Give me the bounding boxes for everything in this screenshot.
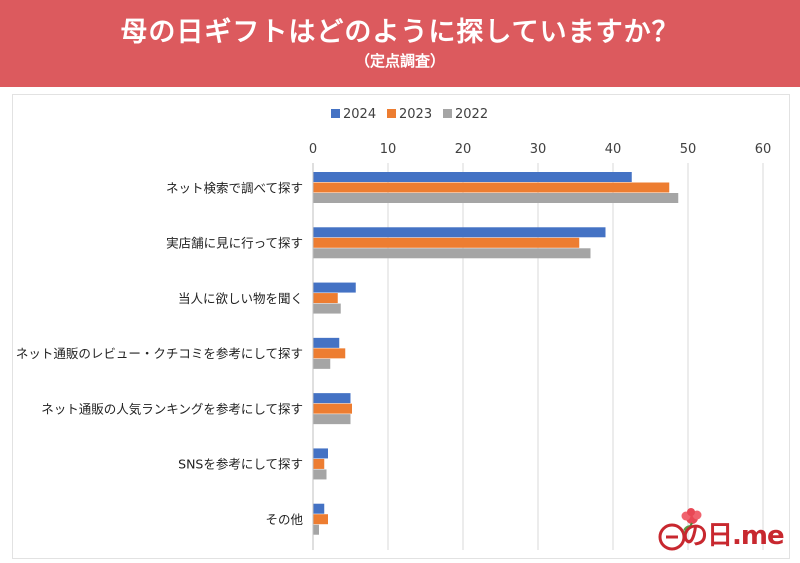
category-label: ネット通販のレビュー・クチコミを参考にして探す bbox=[16, 346, 303, 361]
bar bbox=[313, 358, 331, 369]
bar bbox=[313, 172, 632, 182]
bar bbox=[313, 348, 346, 359]
chart-panel: 0 10 20 30 40 50 60 2024 2023 2022 ネット検索で調べて探す 実店舗に… bbox=[12, 94, 790, 559]
legend-swatch bbox=[331, 109, 340, 118]
bar bbox=[313, 303, 341, 314]
legend-label: 2022 bbox=[455, 107, 488, 122]
bar bbox=[313, 448, 328, 459]
x-tick-label: 40 bbox=[605, 142, 622, 157]
bar bbox=[313, 248, 591, 259]
bar bbox=[313, 458, 325, 469]
x-tick-label: 10 bbox=[380, 142, 397, 157]
category-label: 実店舗に見に行って探す bbox=[166, 236, 303, 251]
category-label: 当人に欲しい物を聞く bbox=[178, 291, 303, 306]
logo: の日.me bbox=[656, 507, 792, 555]
x-tick-label: 30 bbox=[530, 142, 547, 157]
legend-label: 2024 bbox=[343, 107, 376, 122]
bar bbox=[313, 282, 356, 293]
legend-label: 2023 bbox=[399, 107, 432, 122]
legend-swatch bbox=[387, 109, 396, 118]
x-tick-label: 50 bbox=[680, 142, 697, 157]
bar bbox=[313, 182, 670, 193]
category-label: ネット検索で調べて探す bbox=[166, 180, 303, 195]
category-label: その他 bbox=[265, 512, 303, 527]
carnation-logo-icon bbox=[658, 508, 702, 551]
logo-text: の日.me bbox=[682, 521, 785, 551]
bar bbox=[313, 293, 338, 304]
x-tick-label: 20 bbox=[455, 142, 472, 157]
bar bbox=[313, 337, 340, 348]
bar bbox=[313, 193, 679, 203]
page-subtitle: （定点調査） bbox=[354, 52, 445, 70]
bar bbox=[313, 503, 325, 514]
bar bbox=[313, 393, 351, 404]
bar bbox=[313, 403, 352, 414]
category-label: ネット通販の人気ランキングを参考にして探す bbox=[41, 401, 303, 416]
bar bbox=[313, 237, 580, 248]
bar bbox=[313, 227, 606, 238]
bar-chart: 0 10 20 30 40 50 60 2024 2023 2022 ネット検索で調べて探す実店舗に… bbox=[16, 107, 772, 550]
header: 母の日ギフトはどのように探していますか？ （定点調査） bbox=[0, 0, 800, 87]
category-label: SNSを参考にして探す bbox=[178, 457, 303, 472]
bar bbox=[313, 469, 327, 480]
bar bbox=[313, 414, 351, 425]
bar bbox=[313, 514, 328, 525]
x-tick-label: 0 bbox=[309, 142, 317, 157]
legend-swatch bbox=[443, 109, 452, 118]
page-title: 母の日ギフトはどのように探していますか？ bbox=[120, 17, 680, 48]
x-tick-label: 60 bbox=[755, 142, 772, 157]
bar bbox=[313, 524, 319, 535]
